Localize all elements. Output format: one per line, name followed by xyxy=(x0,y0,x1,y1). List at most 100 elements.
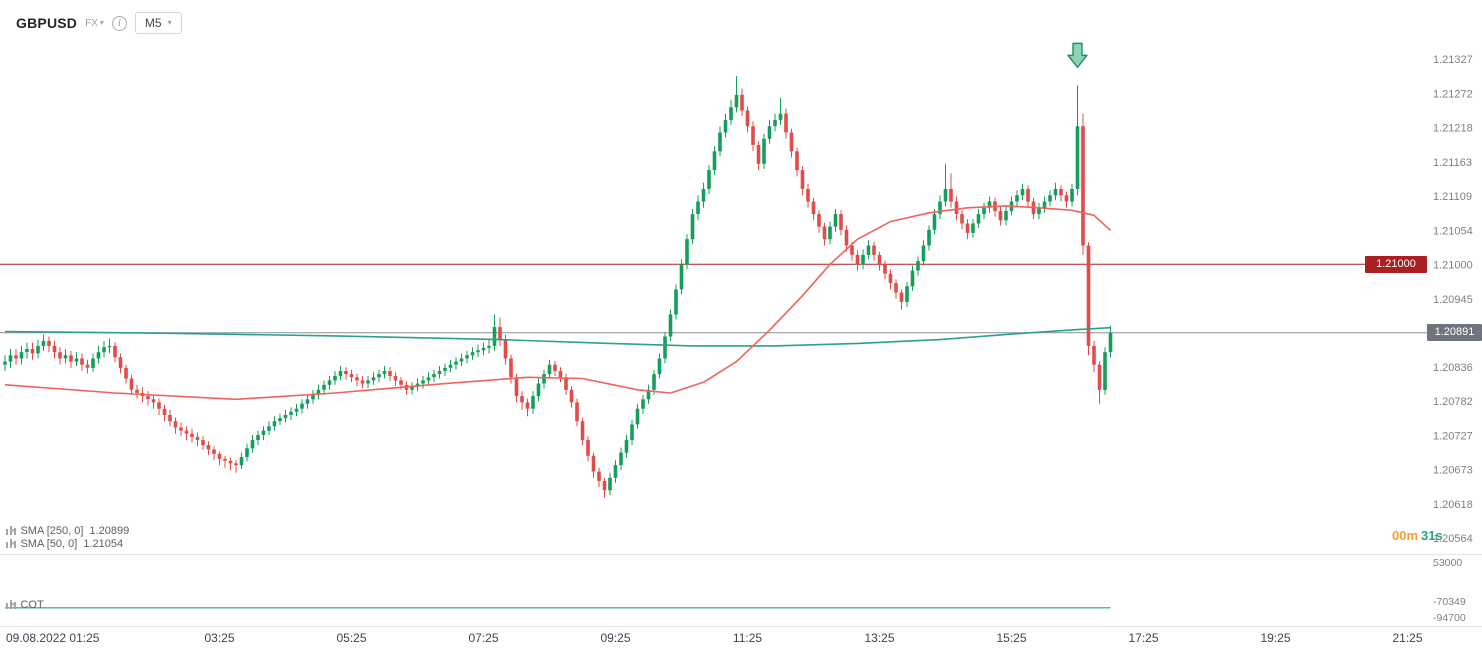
candle-body xyxy=(179,427,183,431)
time-axis-label: 13:25 xyxy=(864,631,894,645)
candle-body xyxy=(531,396,535,409)
candle-body xyxy=(569,389,574,403)
candle-body xyxy=(239,457,244,466)
candle-body xyxy=(712,151,717,171)
candle-body xyxy=(41,340,46,346)
chevron-down-icon: ▾ xyxy=(99,18,104,27)
info-icon[interactable]: i xyxy=(111,15,127,31)
time-axis-label: 05:25 xyxy=(336,631,366,645)
current-price-value: 1.20891 xyxy=(1434,326,1475,339)
candle-body xyxy=(861,254,865,265)
time-axis-label: 03:25 xyxy=(204,631,234,645)
candle-body xyxy=(630,424,634,441)
candle-body xyxy=(195,436,200,440)
candle-body xyxy=(69,355,73,362)
candle-body xyxy=(113,345,117,358)
remove-indicator-icon[interactable]: × xyxy=(10,598,17,611)
candle-body xyxy=(349,374,354,378)
time-axis-label: 19:25 xyxy=(1260,631,1290,645)
candle-body xyxy=(250,440,255,449)
candle-body xyxy=(762,138,766,164)
market-tag-label: FX xyxy=(85,17,98,29)
candle-body xyxy=(223,458,227,461)
candle-body xyxy=(8,355,13,362)
candle-body xyxy=(399,380,403,385)
indicator-value: 1.21054 xyxy=(83,538,124,550)
market-selector[interactable]: FX ▾ xyxy=(85,18,104,29)
candle-body xyxy=(58,352,62,359)
candle-body xyxy=(646,389,651,400)
candle-body xyxy=(36,345,40,354)
price-axis-label: 1.20727 xyxy=(1433,431,1473,443)
candle-body xyxy=(1070,189,1074,202)
candle-body xyxy=(184,430,189,434)
candle-body xyxy=(811,201,816,215)
candle-body xyxy=(1059,189,1063,196)
timeframe-label: M5 xyxy=(144,16,162,30)
candle-body xyxy=(1048,195,1052,202)
candle-body xyxy=(828,226,832,240)
candle-body xyxy=(360,380,365,384)
candle-body xyxy=(547,364,552,375)
candle-body xyxy=(756,145,761,164)
candle-body xyxy=(586,440,590,456)
time-axis-label: 07:25 xyxy=(468,631,498,645)
remove-indicator-icon[interactable]: × xyxy=(10,537,17,550)
candle-body xyxy=(261,430,266,435)
candle-body xyxy=(685,239,689,265)
candle-body xyxy=(938,201,942,215)
time-axis-label: 17:25 xyxy=(1128,631,1158,645)
candle-body xyxy=(388,371,392,376)
candle-body xyxy=(245,448,249,457)
candle-body xyxy=(327,380,332,385)
candle-body xyxy=(206,445,211,450)
candle-countdown: 00m 31s xyxy=(1392,528,1446,543)
candle-body xyxy=(146,396,150,400)
candle-body xyxy=(839,214,843,230)
candle-body xyxy=(393,376,398,381)
candle-body xyxy=(1042,201,1047,208)
candle-body xyxy=(421,380,425,384)
candle-body xyxy=(91,358,95,368)
candle-body xyxy=(157,402,161,409)
time-axis-label: 21:25 xyxy=(1392,631,1422,645)
price-axis-label: 1.21109 xyxy=(1433,191,1472,203)
candle-body xyxy=(487,345,491,348)
price-axis-label: 1.21163 xyxy=(1433,157,1472,169)
candle-body xyxy=(976,214,981,224)
trade-arrow-down-icon[interactable] xyxy=(1067,42,1088,69)
candle-body xyxy=(855,254,860,265)
candle-body xyxy=(564,377,568,390)
countdown-minutes: 00m xyxy=(1392,528,1419,543)
alert-price-badge[interactable]: 1.21000 xyxy=(1365,255,1427,273)
remove-indicator-icon[interactable]: × xyxy=(10,524,17,537)
candle-body xyxy=(190,433,194,437)
candle-body xyxy=(509,358,513,378)
candle-body xyxy=(773,119,777,127)
candle-body xyxy=(789,132,794,152)
candle-body xyxy=(960,214,964,224)
candle-body xyxy=(916,261,920,271)
candle-body xyxy=(85,364,90,368)
candle-body xyxy=(333,376,337,381)
candle-body xyxy=(542,374,546,384)
candle-body xyxy=(767,126,772,139)
candle-body xyxy=(575,402,579,422)
cot-axis-label: -70349 xyxy=(1433,596,1466,608)
candle-body xyxy=(910,270,915,287)
candle-body xyxy=(382,371,387,375)
candle-body xyxy=(1064,195,1069,202)
symbol-name[interactable]: GBPUSD xyxy=(16,15,78,31)
candle-body xyxy=(954,201,959,215)
candle-body xyxy=(272,421,277,427)
chart-plot-area[interactable] xyxy=(0,0,1427,554)
candle-body xyxy=(432,374,436,378)
candle-body xyxy=(300,403,304,409)
candle-body xyxy=(201,440,205,446)
price-axis-label: 1.20673 xyxy=(1433,465,1473,477)
timeframe-dropdown[interactable]: M5 ▾ xyxy=(134,12,182,34)
candle-body xyxy=(1037,207,1041,215)
candle-body xyxy=(1097,364,1102,390)
candle-body xyxy=(784,113,788,133)
